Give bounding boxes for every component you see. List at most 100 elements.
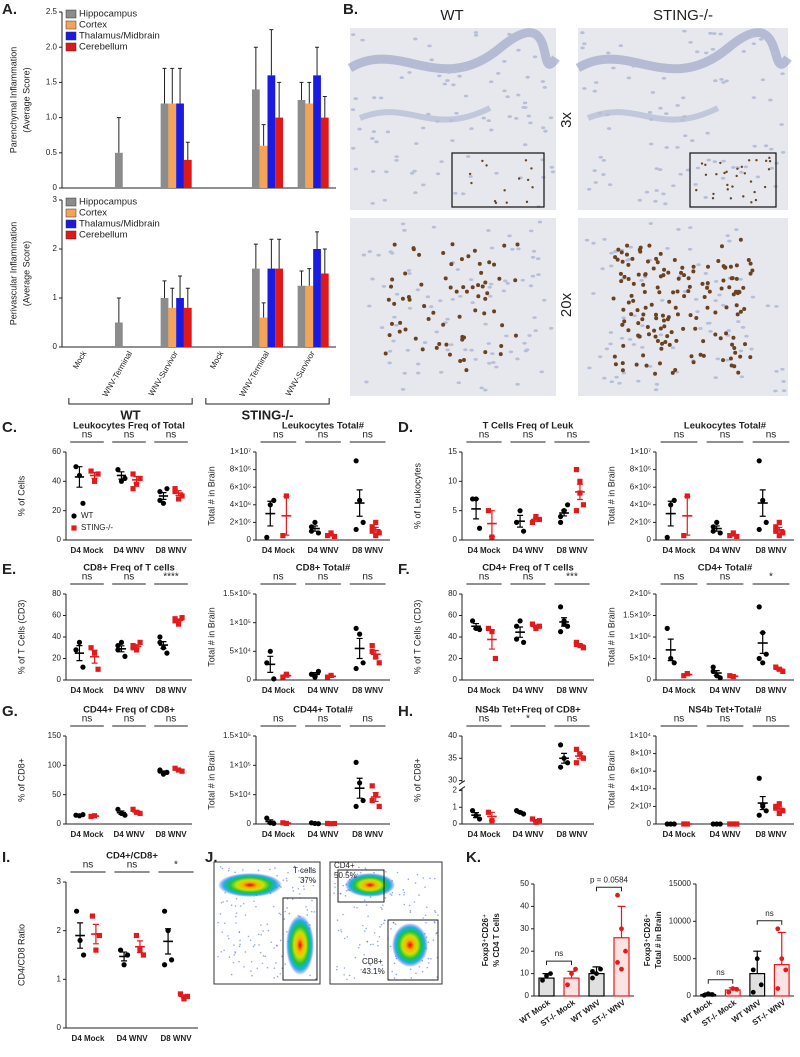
nucleus bbox=[647, 110, 653, 114]
event bbox=[298, 876, 300, 879]
event bbox=[279, 913, 282, 916]
error-bar bbox=[170, 287, 175, 308]
event bbox=[222, 901, 224, 903]
nucleus bbox=[453, 191, 458, 195]
comparison-bracket bbox=[707, 979, 734, 984]
y-tick-label: 30 bbox=[448, 776, 457, 785]
point bbox=[369, 524, 375, 530]
event bbox=[433, 877, 436, 880]
event bbox=[434, 911, 437, 914]
nucleus bbox=[454, 111, 459, 115]
bar bbox=[183, 307, 192, 347]
event bbox=[372, 943, 374, 946]
stained-cell bbox=[483, 280, 488, 285]
stained-cell bbox=[645, 259, 650, 264]
legend-label: Cerebellum bbox=[79, 230, 128, 241]
panel-letter: I. bbox=[2, 849, 10, 866]
stained-cell bbox=[420, 347, 425, 352]
x-tick-label: D4 Mock bbox=[663, 830, 696, 839]
point bbox=[164, 650, 170, 656]
stained-cell bbox=[476, 294, 481, 299]
stained-cell bbox=[736, 289, 741, 294]
y-tick-label: 0 bbox=[647, 535, 652, 544]
event bbox=[315, 978, 317, 980]
nucleus bbox=[367, 250, 373, 253]
nucleus bbox=[353, 63, 358, 67]
nucleus bbox=[435, 119, 440, 123]
stained-cell bbox=[634, 362, 639, 367]
event bbox=[342, 884, 345, 887]
bar bbox=[160, 298, 169, 347]
stained-cell bbox=[768, 159, 772, 163]
error-bar bbox=[178, 67, 183, 104]
nucleus bbox=[394, 323, 399, 327]
nucleus bbox=[407, 71, 412, 74]
nucleus bbox=[381, 285, 387, 288]
nucleus bbox=[409, 171, 415, 175]
x-tick-label: D4 Mock bbox=[663, 686, 696, 695]
event bbox=[407, 878, 410, 880]
event bbox=[343, 937, 346, 940]
nucleus bbox=[648, 142, 654, 146]
event bbox=[279, 939, 282, 942]
stained-cell bbox=[513, 278, 518, 283]
error-bar bbox=[253, 46, 258, 90]
significance: ns bbox=[720, 430, 731, 441]
y-tick-label: 10000 bbox=[669, 916, 692, 925]
stained-cell bbox=[724, 305, 729, 310]
nucleus bbox=[451, 83, 456, 87]
nucleus bbox=[350, 108, 356, 112]
nucleus bbox=[639, 279, 644, 282]
gate-percent: 50.5% bbox=[334, 871, 357, 880]
point bbox=[529, 621, 536, 627]
event bbox=[269, 868, 271, 871]
significance: ns bbox=[567, 714, 578, 725]
nucleus bbox=[542, 86, 548, 89]
point bbox=[115, 467, 121, 473]
significance: ns bbox=[127, 860, 138, 871]
point bbox=[590, 975, 595, 981]
legend-swatch bbox=[71, 525, 77, 531]
point bbox=[179, 493, 185, 499]
group-bracket bbox=[68, 398, 193, 405]
legend-label: STING-/- bbox=[81, 523, 113, 532]
event bbox=[219, 866, 222, 868]
stained-cell bbox=[660, 341, 665, 346]
x-tick-label: D8 WNV bbox=[755, 830, 787, 839]
y-tick-label: 1×10⁵ bbox=[630, 632, 651, 641]
nucleus bbox=[442, 82, 448, 86]
sem-bar bbox=[488, 629, 495, 650]
y-axis-label: Total # in Brain bbox=[206, 607, 216, 667]
bar bbox=[183, 159, 192, 188]
event bbox=[259, 951, 262, 954]
nucleus bbox=[591, 241, 596, 245]
x-tick-label: D4 WNV bbox=[709, 546, 741, 555]
event bbox=[391, 891, 394, 894]
point bbox=[557, 764, 564, 770]
point bbox=[121, 962, 127, 968]
nucleus bbox=[473, 33, 479, 37]
stained-cell bbox=[470, 181, 473, 185]
stained-cell bbox=[750, 201, 753, 204]
event bbox=[395, 973, 398, 976]
stained-cell bbox=[661, 318, 666, 323]
x-tick-label: D4 Mock bbox=[72, 1034, 105, 1043]
stained-cell bbox=[700, 162, 704, 165]
nucleus bbox=[536, 257, 541, 261]
point bbox=[179, 615, 185, 621]
stained-cell bbox=[738, 354, 743, 359]
stained-cell bbox=[657, 290, 662, 295]
event bbox=[239, 905, 242, 907]
event bbox=[437, 914, 439, 916]
nucleus bbox=[713, 280, 719, 283]
event bbox=[403, 891, 406, 894]
nucleus bbox=[549, 165, 555, 169]
nucleus bbox=[584, 238, 590, 242]
bar bbox=[320, 117, 329, 188]
stained-cell bbox=[457, 314, 462, 319]
stained-cell bbox=[466, 254, 471, 259]
sem-bar bbox=[311, 672, 318, 677]
error-bar bbox=[322, 95, 327, 118]
event bbox=[421, 970, 424, 973]
nucleus bbox=[725, 234, 730, 238]
